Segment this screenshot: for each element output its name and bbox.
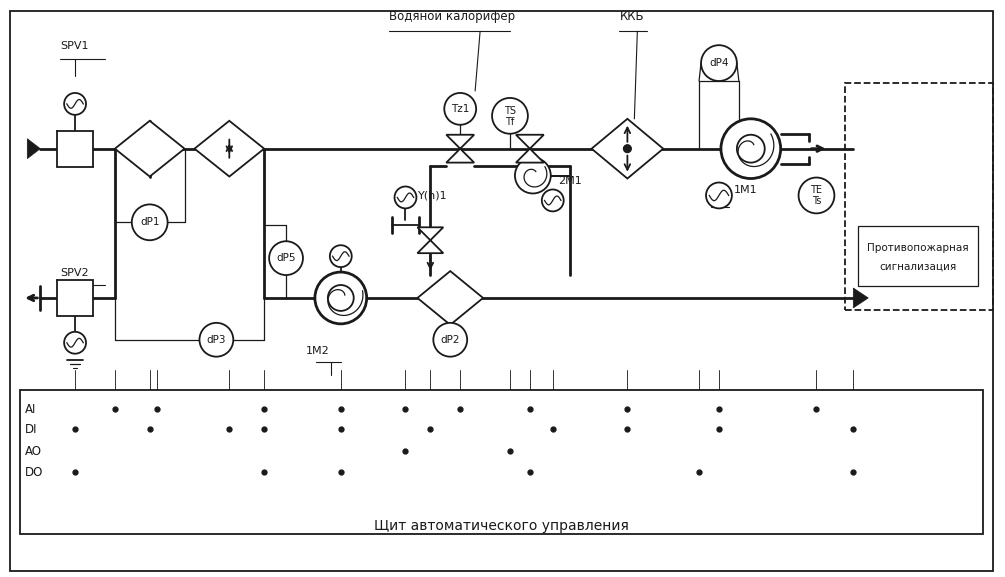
Circle shape <box>492 98 528 134</box>
Polygon shape <box>27 138 40 159</box>
Text: dP3: dP3 <box>207 335 226 344</box>
Circle shape <box>707 182 732 208</box>
Text: Ts: Ts <box>812 196 821 207</box>
Circle shape <box>199 323 233 357</box>
Circle shape <box>269 241 303 275</box>
Circle shape <box>444 93 476 125</box>
Text: dP2: dP2 <box>440 335 460 344</box>
Text: Y(h)1: Y(h)1 <box>418 190 448 200</box>
Polygon shape <box>516 149 544 163</box>
Polygon shape <box>417 240 443 253</box>
Circle shape <box>330 245 352 267</box>
Text: Tz1: Tz1 <box>451 104 469 114</box>
Circle shape <box>328 285 354 311</box>
Circle shape <box>515 158 551 193</box>
Polygon shape <box>853 288 868 308</box>
Circle shape <box>623 145 631 153</box>
Text: Щит автоматического управления: Щит автоматического управления <box>374 519 629 533</box>
Text: Противопожарная: Противопожарная <box>867 243 969 253</box>
Text: ККБ: ККБ <box>619 10 644 23</box>
Polygon shape <box>592 119 663 178</box>
Circle shape <box>737 135 765 163</box>
Text: AI: AI <box>25 403 37 416</box>
Polygon shape <box>417 271 483 325</box>
Circle shape <box>64 332 86 354</box>
Circle shape <box>64 93 86 115</box>
Text: TS: TS <box>504 106 516 116</box>
Bar <box>57 280 93 316</box>
Circle shape <box>721 119 781 178</box>
Polygon shape <box>195 121 264 177</box>
Polygon shape <box>417 227 443 240</box>
Text: SPV2: SPV2 <box>60 268 88 278</box>
Text: DO: DO <box>25 466 43 478</box>
Circle shape <box>542 189 564 211</box>
Text: Tf: Tf <box>506 117 515 127</box>
Text: TE: TE <box>810 185 822 196</box>
Text: 1M1: 1M1 <box>734 185 758 196</box>
Text: AO: AO <box>25 445 42 458</box>
Text: 2M1: 2M1 <box>558 175 582 186</box>
Circle shape <box>315 272 367 324</box>
Circle shape <box>701 45 737 81</box>
Polygon shape <box>516 135 544 149</box>
Bar <box>20 389 983 534</box>
Text: сигнализация: сигнализация <box>879 261 957 271</box>
Polygon shape <box>115 121 185 177</box>
Circle shape <box>433 323 467 357</box>
Text: 1M2: 1M2 <box>306 346 330 355</box>
Text: Водяной калорифер: Водяной калорифер <box>389 10 515 23</box>
Circle shape <box>132 204 168 240</box>
Bar <box>845 83 993 310</box>
Text: SPV1: SPV1 <box>60 41 88 51</box>
Text: dP4: dP4 <box>710 58 729 68</box>
Text: DI: DI <box>25 423 38 436</box>
Circle shape <box>395 186 416 208</box>
Polygon shape <box>446 135 474 149</box>
Text: dP1: dP1 <box>140 218 160 227</box>
Circle shape <box>799 178 834 213</box>
Polygon shape <box>446 149 474 163</box>
Bar <box>57 131 93 167</box>
Text: dP5: dP5 <box>276 253 295 263</box>
Bar <box>858 226 978 286</box>
